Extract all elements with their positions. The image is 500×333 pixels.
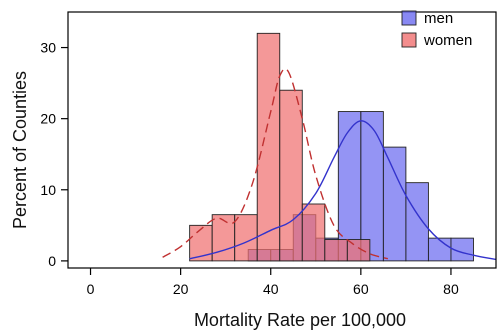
x-tick-label: 20 — [173, 281, 189, 297]
bar-men — [360, 111, 384, 262]
bars-layer — [189, 32, 474, 262]
x-axis-title: Mortality Rate per 100,000 — [194, 310, 406, 330]
density-curves-layer — [162, 68, 496, 261]
x-tick-label: 40 — [263, 281, 279, 297]
bar-men — [450, 237, 474, 262]
y-axis-title: Percent of Counties — [10, 71, 30, 229]
legend-label-men: men — [424, 10, 453, 27]
density-curve-men — [189, 120, 496, 261]
y-tick-label: 10 — [40, 182, 56, 198]
bar-women — [256, 32, 281, 262]
density-curve-women — [162, 68, 389, 260]
bar-women — [301, 203, 326, 262]
y-tick-label: 0 — [48, 253, 56, 269]
legend-label-women: women — [423, 32, 472, 49]
y-tick-label: 20 — [40, 111, 56, 127]
bar-women — [211, 214, 236, 262]
bar-men — [405, 182, 429, 262]
legend-swatch-women — [401, 32, 417, 48]
bar-men — [337, 111, 362, 262]
y-tick-label: 30 — [40, 40, 56, 56]
bar-men — [382, 146, 407, 262]
x-tick-label: 60 — [353, 281, 369, 297]
bar-women — [324, 239, 348, 262]
series-men-bars — [247, 111, 474, 262]
series-women-bars — [189, 32, 371, 262]
x-tick-label: 0 — [87, 281, 95, 297]
bar-men — [427, 237, 452, 262]
legend-swatch-men — [401, 10, 417, 26]
legend: men women — [401, 10, 472, 49]
bar-women — [279, 89, 303, 262]
bar-women — [346, 239, 371, 262]
x-axis: 0 20 40 60 80 — [87, 268, 459, 297]
y-axis: 0 10 20 30 — [40, 40, 68, 269]
plot-frame — [67, 11, 497, 269]
x-tick-label: 80 — [443, 281, 459, 297]
